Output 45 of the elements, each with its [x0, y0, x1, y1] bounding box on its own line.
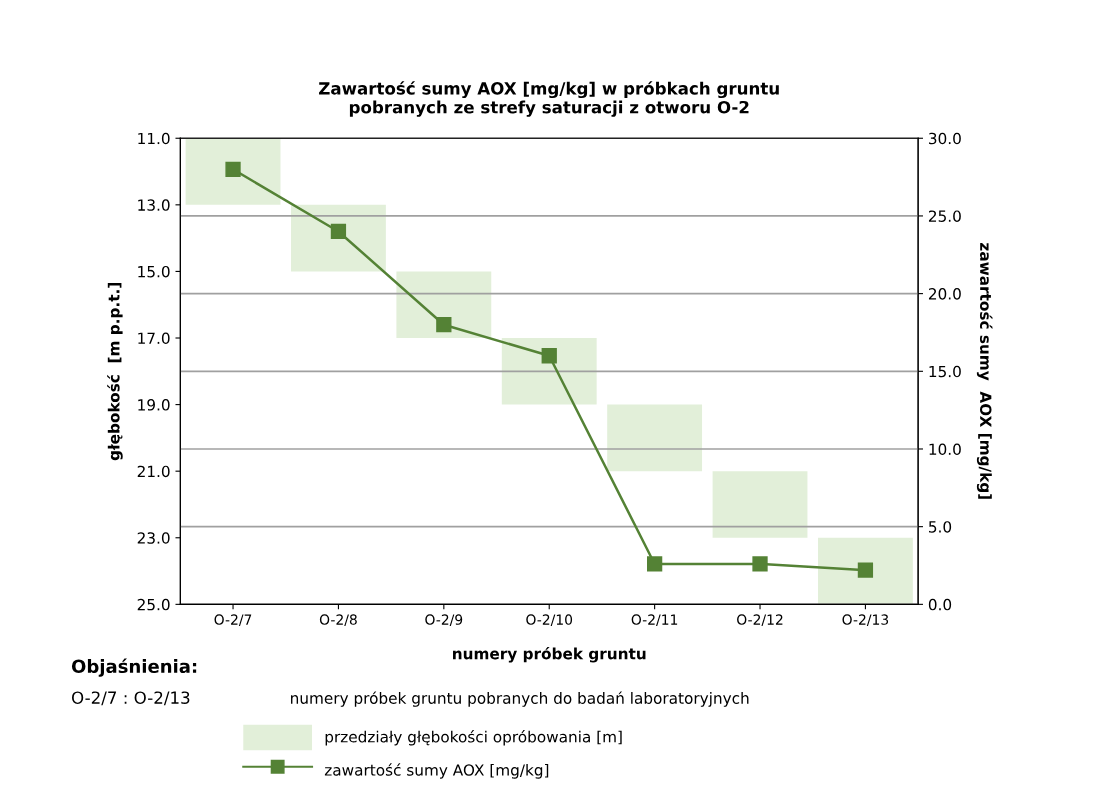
x-axis-title: numery próbek gruntu: [453, 646, 646, 663]
text: O-2/7 : O-2/13: [71, 691, 190, 706]
y2-axis-title: zawartość sumy AOX [mg/kg]: [976, 243, 993, 499]
x-tick-label: O-2/13: [842, 614, 889, 626]
y-tick-label: 11.0: [138, 132, 170, 145]
point: [646, 556, 663, 572]
y-tick-label: 13.0: [138, 199, 170, 211]
legend-label: przedziały głębokości opróbowania [m]: [325, 730, 622, 746]
y2-tick-label: 15.0: [929, 365, 961, 378]
y2-tick-label: 20.0: [928, 288, 961, 300]
bar: [396, 271, 492, 339]
y-tick-label: 19.0: [138, 399, 170, 411]
point: [330, 223, 347, 240]
text: numery próbek gruntu pobranych do badań laboratoryjnych: [291, 691, 749, 707]
y2-tick-label: 5.0: [929, 521, 952, 533]
y-axis-title: głębokość [m p.p.t.]: [107, 282, 123, 461]
bar: [712, 471, 808, 538]
y2-tick-label: 0.0: [928, 598, 952, 611]
chart-title: Zawartość sumy AOX [mg/kg] w próbkach gruntu pobranych ze strefy saturacji z otworu O-2: [319, 81, 779, 117]
x-tick-label: O-2/8: [319, 614, 357, 626]
bar: [607, 404, 703, 472]
x-tick-label: O-2/7: [214, 614, 252, 626]
y-tick-label: 25.0: [137, 598, 170, 611]
point: [752, 556, 768, 572]
y-tick-label: 21.0: [137, 465, 170, 478]
point: [541, 348, 557, 364]
y-tick-label: 17.0: [138, 332, 170, 345]
point: [436, 317, 452, 333]
y-tick-label: 23.0: [137, 532, 170, 544]
x-tick-label: O-2/9: [425, 614, 463, 626]
legend-title: Objaśnienia:: [71, 658, 197, 677]
y2-tick-label: 25.0: [928, 210, 961, 222]
legend-label: zawartość sumy AOX [mg/kg]: [324, 763, 549, 779]
bar: [501, 338, 597, 405]
bar: [185, 138, 281, 205]
bar: [817, 537, 913, 605]
y-tick-label: 15.0: [138, 265, 170, 278]
y2-tick-label: 10.0: [929, 443, 961, 455]
y2-tick-label: 30.0: [929, 132, 961, 145]
point: [225, 161, 241, 177]
x-tick-label: O-2/11: [631, 614, 678, 626]
bar: [291, 204, 386, 272]
x-tick-label: O-2/10: [526, 614, 573, 626]
point: [857, 562, 874, 578]
x-tick-label: O-2/12: [737, 614, 783, 626]
